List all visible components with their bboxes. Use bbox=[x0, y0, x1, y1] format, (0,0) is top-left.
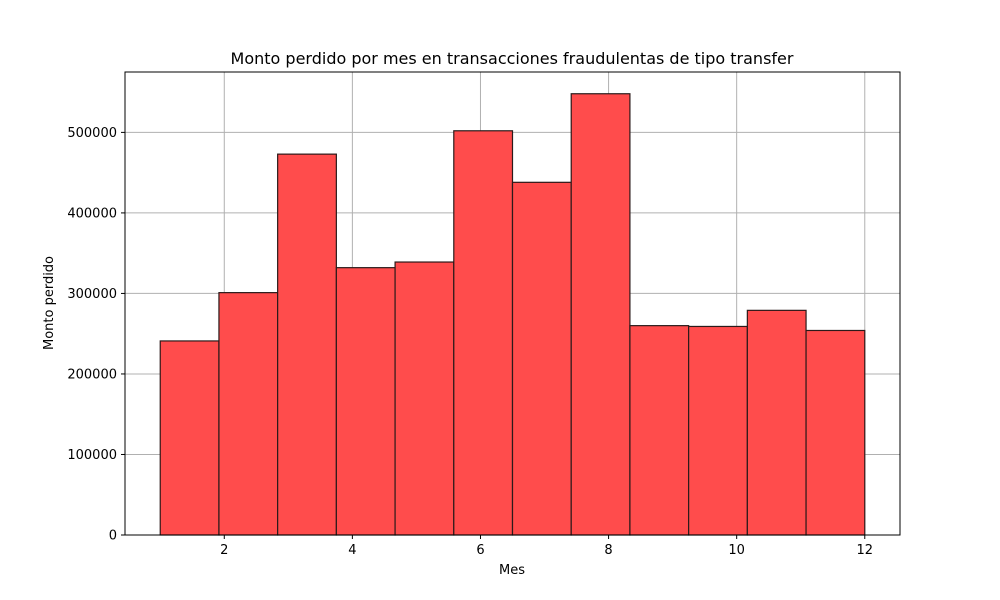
y-tick-label: 300000 bbox=[67, 287, 117, 302]
x-axis-label: Mes bbox=[499, 563, 525, 578]
plot-frame bbox=[124, 71, 901, 536]
histogram-bar bbox=[394, 261, 455, 536]
histogram-bar bbox=[277, 153, 337, 536]
x-axis: 2 4 6 8 10 12 bbox=[220, 535, 873, 558]
histogram-bar bbox=[453, 130, 514, 536]
y-tick-label: 400000 bbox=[67, 206, 117, 221]
bars bbox=[159, 93, 866, 536]
histogram-bar bbox=[688, 325, 748, 536]
x-tick-label: 4 bbox=[348, 543, 356, 558]
y-tick-label: 100000 bbox=[67, 448, 117, 463]
x-tick-label: 12 bbox=[856, 543, 873, 558]
histogram-bar bbox=[746, 309, 807, 536]
histogram-bar bbox=[335, 267, 396, 536]
x-tick-label: 6 bbox=[476, 543, 484, 558]
chart-title: Monto perdido por mes en transacciones f… bbox=[231, 49, 794, 68]
x-tick-label: 10 bbox=[728, 543, 745, 558]
y-axis: 0 100000 200000 300000 400000 500000 bbox=[67, 126, 125, 544]
y-tick-label: 200000 bbox=[67, 367, 117, 382]
histogram-bar bbox=[159, 340, 220, 536]
y-axis-label: Monto perdido bbox=[42, 256, 57, 350]
y-tick-label: 500000 bbox=[67, 126, 117, 141]
histogram-bar bbox=[218, 292, 279, 536]
x-tick-label: 8 bbox=[604, 543, 612, 558]
x-tick-label: 2 bbox=[220, 543, 228, 558]
histogram-bar bbox=[511, 181, 572, 536]
histogram-bar bbox=[629, 325, 690, 536]
histogram-bar bbox=[805, 329, 866, 536]
y-tick-label: 0 bbox=[109, 529, 117, 544]
histogram-bar bbox=[570, 93, 631, 536]
